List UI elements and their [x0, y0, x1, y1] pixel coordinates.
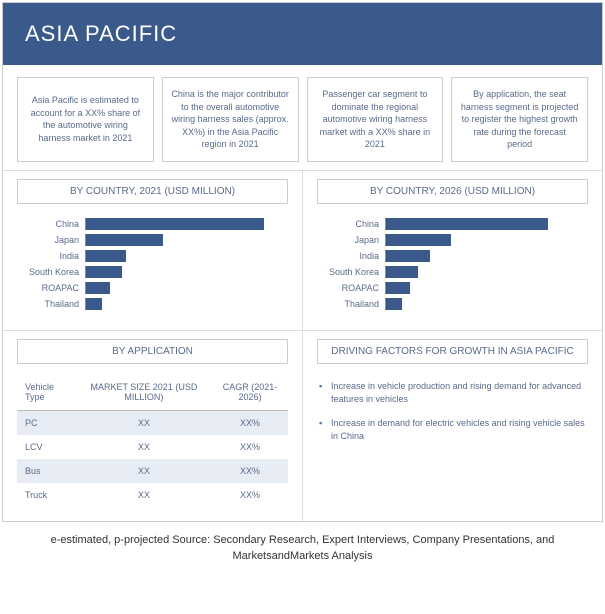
bar-area: [385, 266, 588, 278]
bar-label: South Korea: [17, 267, 85, 277]
table-cell: Truck: [17, 483, 76, 507]
bar-label: China: [17, 219, 85, 229]
report-header: ASIA PACIFIC: [3, 3, 602, 65]
charts-row: BY COUNTRY, 2021 (USD MILLION) China Japa…: [3, 171, 602, 330]
bar-label: Japan: [17, 235, 85, 245]
bar-fill: [386, 298, 402, 310]
application-section: BY APPLICATION Vehicle Type MARKET SIZE …: [3, 331, 303, 521]
table-row: BusXXXX%: [17, 459, 288, 483]
table-cell: XX: [76, 459, 212, 483]
bar-area: [85, 234, 288, 246]
info-box: By application, the seat harness segment…: [451, 77, 588, 162]
application-table: Vehicle Type MARKET SIZE 2021 (USD MILLI…: [17, 374, 288, 507]
bar-fill: [86, 234, 163, 246]
bar-area: [385, 234, 588, 246]
bar-fill: [86, 250, 126, 262]
table-row: PCXXXX%: [17, 410, 288, 435]
bar-area: [385, 250, 588, 262]
bar-area: [85, 250, 288, 262]
bar-fill: [386, 218, 548, 230]
info-box: China is the major contributor to the ov…: [162, 77, 299, 162]
report-container: ASIA PACIFIC Asia Pacific is estimated t…: [2, 2, 603, 522]
chart-2026: China Japan India South Korea ROAPAC Thailand: [317, 214, 588, 318]
bar-row: South Korea: [17, 266, 288, 278]
table-cell: XX%: [212, 483, 288, 507]
bar-fill: [86, 298, 102, 310]
bar-row: China: [17, 218, 288, 230]
bar-label: ROAPAC: [17, 283, 85, 293]
bar-area: [85, 266, 288, 278]
table-header: MARKET SIZE 2021 (USD MILLION): [76, 374, 212, 411]
bar-fill: [386, 282, 410, 294]
table-header: Vehicle Type: [17, 374, 76, 411]
table-cell: XX: [76, 435, 212, 459]
bar-label: India: [317, 251, 385, 261]
table-cell: XX: [76, 483, 212, 507]
bar-fill: [386, 266, 418, 278]
bar-label: ROAPAC: [317, 283, 385, 293]
table-header: CAGR (2021-2026): [212, 374, 288, 411]
info-boxes-row: Asia Pacific is estimated to account for…: [3, 65, 602, 171]
drivers-section: DRIVING FACTORS FOR GROWTH IN ASIA PACIF…: [303, 331, 602, 521]
driver-item: Increase in demand for electric vehicles…: [319, 417, 586, 444]
footer-source: e-estimated, p-projected Source: Seconda…: [2, 522, 603, 571]
drivers-title: DRIVING FACTORS FOR GROWTH IN ASIA PACIF…: [317, 339, 588, 364]
bar-label: Japan: [317, 235, 385, 245]
table-cell: Bus: [17, 459, 76, 483]
chart-2026-section: BY COUNTRY, 2026 (USD MILLION) China Japa…: [303, 171, 602, 330]
chart-2021-title: BY COUNTRY, 2021 (USD MILLION): [17, 179, 288, 204]
bar-fill: [86, 218, 264, 230]
info-box: Asia Pacific is estimated to account for…: [17, 77, 154, 162]
bar-area: [385, 218, 588, 230]
bottom-row: BY APPLICATION Vehicle Type MARKET SIZE …: [3, 330, 602, 521]
bar-row: Japan: [317, 234, 588, 246]
table-cell: LCV: [17, 435, 76, 459]
header-title: ASIA PACIFIC: [25, 21, 177, 46]
bar-area: [85, 282, 288, 294]
bar-area: [385, 298, 588, 310]
table-cell: PC: [17, 410, 76, 435]
bar-row: ROAPAC: [17, 282, 288, 294]
bar-fill: [386, 250, 430, 262]
table-cell: XX%: [212, 459, 288, 483]
bar-row: ROAPAC: [317, 282, 588, 294]
bar-row: Thailand: [317, 298, 588, 310]
bar-area: [85, 218, 288, 230]
bar-label: South Korea: [317, 267, 385, 277]
bar-label: India: [17, 251, 85, 261]
bar-row: Thailand: [17, 298, 288, 310]
table-cell: XX%: [212, 435, 288, 459]
table-cell: XX: [76, 410, 212, 435]
table-row: LCVXXXX%: [17, 435, 288, 459]
application-title: BY APPLICATION: [17, 339, 288, 364]
drivers-list: Increase in vehicle production and risin…: [317, 374, 588, 460]
bar-row: South Korea: [317, 266, 588, 278]
chart-2026-title: BY COUNTRY, 2026 (USD MILLION): [317, 179, 588, 204]
bar-row: India: [317, 250, 588, 262]
bar-label: Thailand: [317, 299, 385, 309]
bar-area: [85, 298, 288, 310]
table-row: TruckXXXX%: [17, 483, 288, 507]
driver-item: Increase in vehicle production and risin…: [319, 380, 586, 407]
bar-row: India: [17, 250, 288, 262]
table-cell: XX%: [212, 410, 288, 435]
bar-fill: [86, 282, 110, 294]
chart-2021: China Japan India South Korea ROAPAC Thailand: [17, 214, 288, 318]
bar-label: Thailand: [17, 299, 85, 309]
bar-fill: [386, 234, 451, 246]
bar-area: [385, 282, 588, 294]
chart-2021-section: BY COUNTRY, 2021 (USD MILLION) China Japa…: [3, 171, 303, 330]
bar-row: China: [317, 218, 588, 230]
bar-fill: [86, 266, 122, 278]
bar-row: Japan: [17, 234, 288, 246]
bar-label: China: [317, 219, 385, 229]
info-box: Passenger car segment to dominate the re…: [307, 77, 444, 162]
